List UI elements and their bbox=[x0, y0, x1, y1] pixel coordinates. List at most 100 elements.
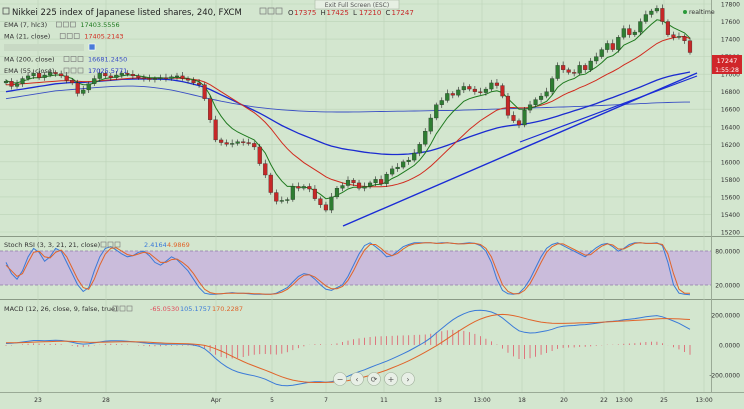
candle-body bbox=[384, 173, 389, 184]
candle-body bbox=[373, 179, 378, 184]
legend-close-icon[interactable] bbox=[73, 33, 80, 39]
candle-body bbox=[671, 34, 676, 38]
close-icon[interactable] bbox=[275, 7, 283, 15]
stoch-label: Stoch RSI (3, 3, 21, 21, close) bbox=[4, 241, 100, 249]
candle-body bbox=[643, 14, 648, 22]
candle-body bbox=[25, 75, 31, 79]
exit-fullscreen-button[interactable] bbox=[314, 0, 400, 10]
legend-eye-icon[interactable] bbox=[56, 21, 62, 28]
candle-body bbox=[53, 72, 58, 74]
legend-placeholder bbox=[4, 44, 84, 51]
symbol-search-icon[interactable] bbox=[2, 7, 10, 15]
candle-body bbox=[307, 186, 312, 190]
candle-body bbox=[20, 78, 25, 84]
candle-body bbox=[572, 72, 577, 74]
legend-label: MA (200, close) bbox=[4, 56, 54, 64]
candle-body bbox=[511, 115, 516, 121]
legend-close-icon[interactable] bbox=[70, 21, 76, 28]
candle-body bbox=[59, 73, 64, 77]
price-tick-label: 16400 bbox=[721, 124, 740, 131]
candle-body bbox=[483, 88, 488, 93]
legend-settings-icon[interactable] bbox=[70, 56, 77, 62]
candle-body bbox=[136, 75, 141, 78]
candle-body bbox=[406, 159, 411, 162]
zoom-in-button[interactable] bbox=[384, 372, 398, 386]
price-tick-label: 17000 bbox=[721, 72, 740, 79]
scroll-left-icon: ‹ bbox=[355, 375, 358, 384]
eye-icon[interactable] bbox=[259, 7, 267, 15]
time-tick-label: 5 bbox=[270, 397, 274, 404]
candle-body bbox=[472, 88, 477, 92]
legend-eye-icon[interactable] bbox=[63, 56, 70, 62]
time-tick-label: 11 bbox=[380, 397, 388, 404]
candle-layer bbox=[3, 4, 693, 214]
candle-body bbox=[274, 192, 279, 202]
candle-body bbox=[235, 141, 240, 144]
macd-close-icon[interactable] bbox=[126, 305, 133, 312]
candle-body bbox=[555, 65, 560, 79]
reset-icon: ⟳ bbox=[371, 375, 378, 384]
stoch-close-icon[interactable] bbox=[114, 241, 121, 248]
candle-body bbox=[345, 180, 351, 186]
candle-body bbox=[301, 186, 306, 189]
candle-body bbox=[290, 186, 295, 200]
candle-body bbox=[14, 83, 20, 87]
legend-value: 16681.2450 bbox=[88, 56, 127, 64]
stoch-band bbox=[0, 251, 711, 285]
price-tick-label: 15800 bbox=[721, 177, 740, 184]
candle-body bbox=[522, 109, 527, 126]
candle-body bbox=[412, 152, 417, 161]
candle-body bbox=[445, 93, 450, 101]
candle-body bbox=[125, 73, 130, 75]
time-tick-label: 28 bbox=[102, 397, 110, 404]
legend-toggle-icon[interactable] bbox=[88, 43, 96, 51]
legend-eye-icon[interactable] bbox=[63, 67, 70, 74]
macd-eye-icon[interactable] bbox=[112, 305, 119, 312]
stoch-settings-icon[interactable] bbox=[107, 241, 114, 248]
macd-macd-line bbox=[5, 309, 691, 387]
settings-icon[interactable] bbox=[267, 7, 275, 15]
time-tick-label: 23 bbox=[34, 397, 42, 404]
candle-body bbox=[312, 188, 317, 199]
macd-settings-icon[interactable] bbox=[119, 305, 126, 312]
candle-body bbox=[31, 73, 36, 77]
candle-body bbox=[621, 28, 626, 38]
zoom-out-button[interactable] bbox=[333, 372, 347, 386]
legend-eye-icon[interactable] bbox=[59, 33, 66, 39]
stoch-eye-icon[interactable] bbox=[100, 241, 107, 248]
scroll-right-button[interactable] bbox=[401, 372, 415, 386]
grid-layer bbox=[0, 0, 711, 392]
candle-body bbox=[174, 75, 180, 78]
legend-close-icon[interactable] bbox=[77, 67, 84, 74]
candle-body bbox=[417, 144, 422, 154]
scroll-left-button[interactable] bbox=[350, 372, 364, 386]
time-axis[interactable] bbox=[0, 392, 744, 407]
reset-button[interactable] bbox=[367, 372, 381, 386]
candle-body bbox=[561, 65, 566, 70]
navigation-controls[interactable]: − ‹ ⟳ + › bbox=[333, 372, 415, 386]
candle-body bbox=[627, 28, 632, 35]
legend-settings-icon[interactable] bbox=[63, 21, 69, 28]
candle-body bbox=[583, 65, 588, 70]
stoch-tick-label: 20.0000 bbox=[715, 283, 740, 290]
time-tick-label: 13:00 bbox=[695, 397, 712, 404]
candle-body bbox=[163, 77, 169, 79]
legend-settings-icon[interactable] bbox=[70, 67, 77, 74]
ohlc-values: O 17375 H 17425 L 17210 C 17247 bbox=[288, 9, 414, 17]
candle-body bbox=[285, 199, 290, 201]
candle-body bbox=[119, 73, 124, 76]
candle-body bbox=[37, 73, 42, 78]
title-controls[interactable] bbox=[259, 7, 283, 15]
candle-body bbox=[130, 74, 135, 77]
candle-body bbox=[660, 8, 665, 22]
trendline-2[interactable] bbox=[519, 75, 698, 143]
legend-settings-icon[interactable] bbox=[66, 33, 73, 39]
time-tick-label: 22 bbox=[600, 397, 608, 404]
candle-body bbox=[605, 43, 610, 50]
candle-body bbox=[428, 117, 433, 132]
macd-signal-value: 170.2287 bbox=[212, 305, 243, 313]
macd-header: MACD (12, 26, close, 9, false, true) -65… bbox=[4, 305, 243, 313]
legend-close-icon[interactable] bbox=[77, 56, 84, 62]
